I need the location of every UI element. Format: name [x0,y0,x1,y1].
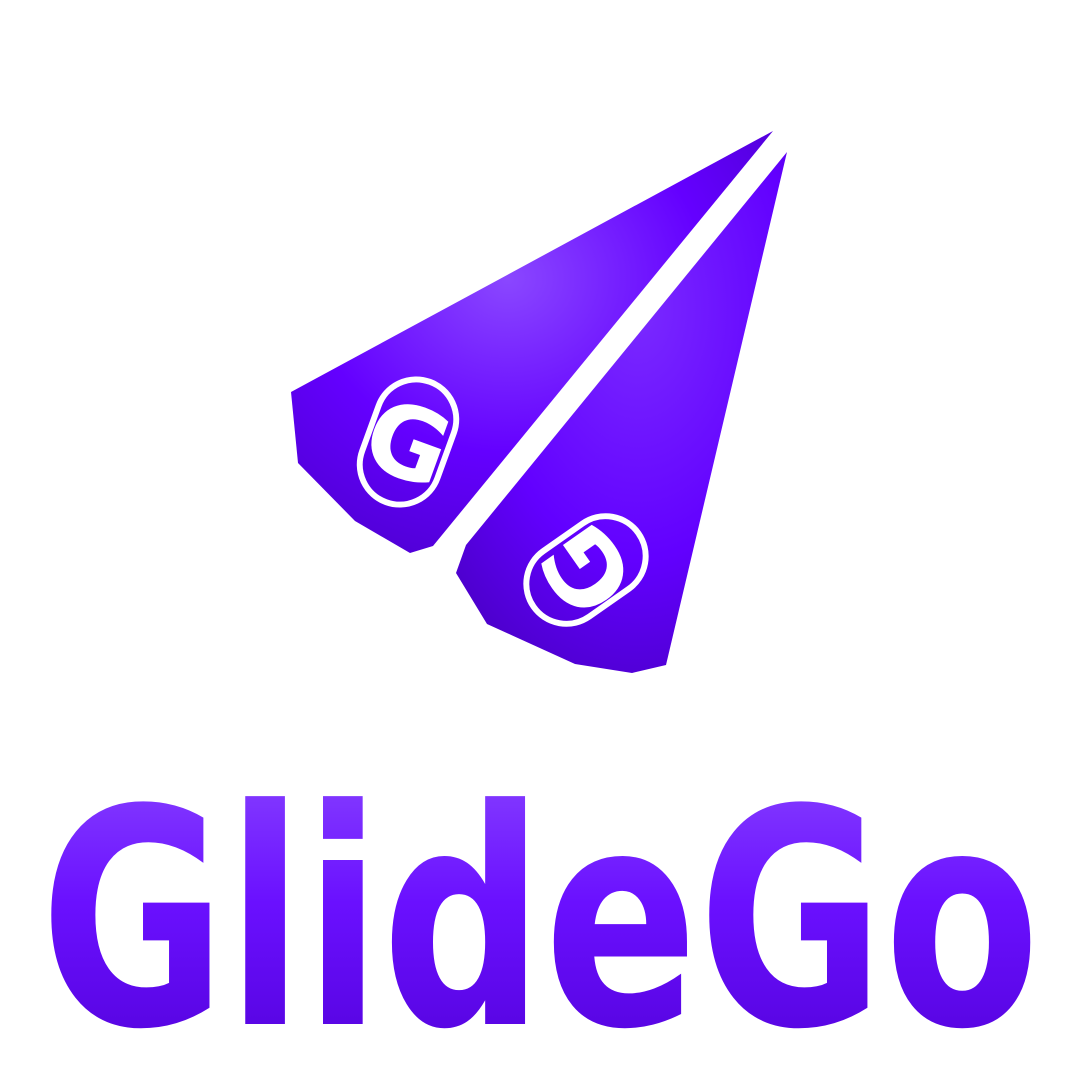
brand-wordmark: GlideGo [40,746,1040,1080]
paper-plane-icon: G G [291,131,787,673]
right-wing [456,152,787,673]
left-wing [291,131,773,553]
